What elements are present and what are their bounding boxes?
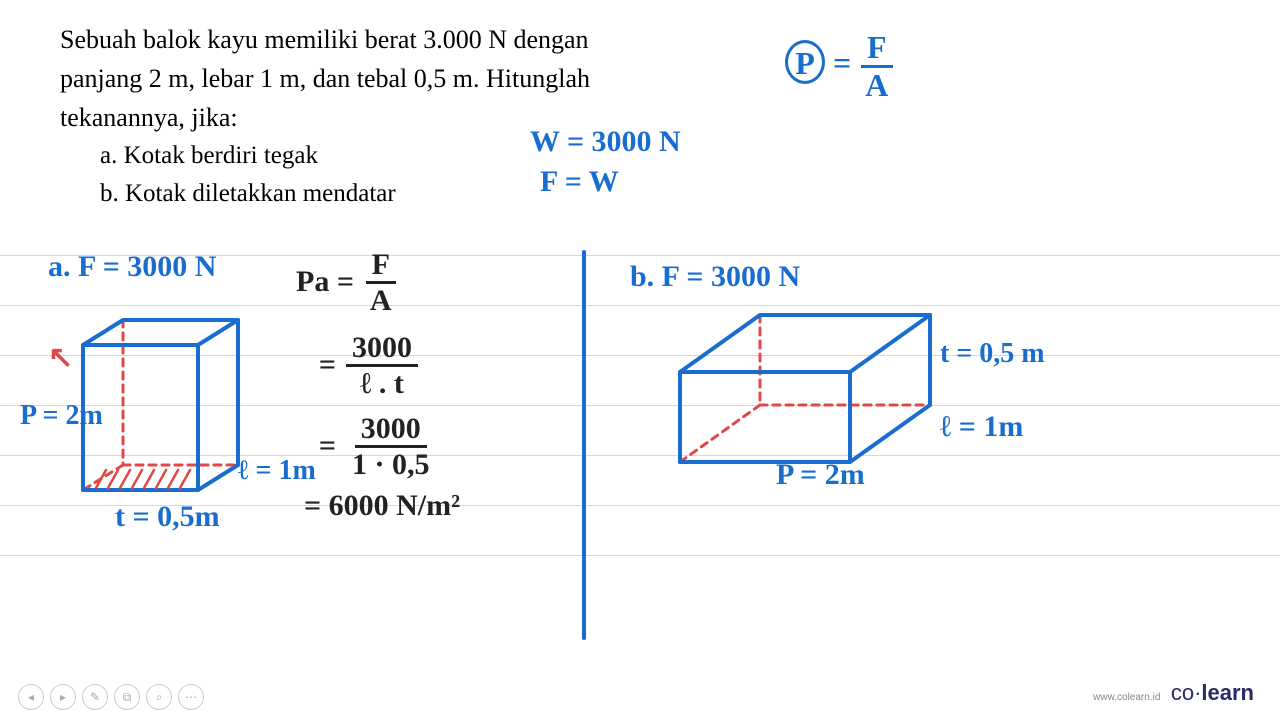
- cube-a-diagram: [78, 290, 263, 510]
- formula-p-eq-fa: P = F A: [785, 30, 894, 103]
- next-button[interactable]: ▸: [50, 684, 76, 710]
- calc-3000-lt: 3000 ℓ . t: [346, 331, 418, 400]
- cube-b-diagram: [672, 290, 952, 475]
- given-w: W = 3000 N: [530, 125, 681, 159]
- q-opt-b: b. Kotak diletakkan mendatar: [60, 175, 740, 213]
- calc-3000: 3000: [346, 331, 418, 367]
- frac-f: F: [861, 30, 893, 68]
- zoom-button[interactable]: ⌕: [146, 684, 172, 710]
- prev-button[interactable]: ◂: [18, 684, 44, 710]
- copy-button[interactable]: ⧉: [114, 684, 140, 710]
- calc-3000-05: 3000 1 · 0,5: [346, 412, 436, 481]
- arrow-icon: ↖: [48, 340, 73, 375]
- footer-controls: ◂ ▸ ✎ ⧉ ⌕ ⋯: [18, 684, 204, 710]
- calc-fa: F A: [364, 248, 398, 317]
- q-line-1: Sebuah balok kayu memiliki berat 3.000 N…: [60, 20, 740, 59]
- given-fw: F = W: [540, 165, 619, 199]
- q-line-2: panjang 2 m, lebar 1 m, dan tebal 0,5 m.…: [60, 59, 740, 98]
- calc-a: A: [364, 284, 398, 317]
- part-b-p: P = 2m: [776, 458, 865, 492]
- calc-105: 1 · 0,5: [346, 448, 436, 481]
- section-divider: [582, 250, 586, 640]
- more-button[interactable]: ⋯: [178, 684, 204, 710]
- brand-learn: learn: [1201, 680, 1254, 705]
- calc-pa: Pa =: [296, 265, 354, 300]
- calc-f: F: [366, 248, 396, 284]
- part-a-t: t = 0,5m: [115, 500, 220, 534]
- part-b-header: b. F = 3000 N: [630, 260, 800, 294]
- part-b-l: ℓ = 1m: [940, 410, 1023, 444]
- footer-brand: www.colearn.id co·learn: [1093, 680, 1254, 706]
- calc-lt: ℓ . t: [354, 367, 410, 400]
- circle-p: P: [785, 40, 825, 84]
- pen-button[interactable]: ✎: [82, 684, 108, 710]
- frac-a: A: [859, 68, 894, 103]
- part-b-t: t = 0,5 m: [940, 338, 1045, 370]
- eq-sign: =: [833, 45, 851, 81]
- part-a-p: P = 2m: [20, 400, 103, 432]
- part-a-header: a. F = 3000 N: [48, 250, 216, 284]
- brand-co: co·: [1171, 680, 1202, 705]
- part-a-calc: Pa = F A = 3000 ℓ . t = 3000 1 · 0,5 = 6…: [296, 248, 460, 524]
- question-block: Sebuah balok kayu memiliki berat 3.000 N…: [60, 20, 740, 212]
- calc-3000b: 3000: [355, 412, 427, 448]
- calc-result: = 6000 N/m²: [296, 489, 460, 524]
- footer-url: www.colearn.id: [1093, 692, 1160, 703]
- fraction-fa: F A: [859, 30, 894, 103]
